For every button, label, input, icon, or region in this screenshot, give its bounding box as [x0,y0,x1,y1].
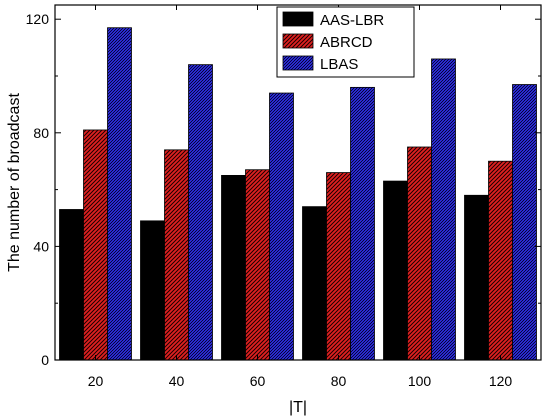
bar-abrcd-40 [164,149,189,361]
bar-aas-lbr-100 [383,180,408,361]
bar-aas-lbr-120 [464,194,489,361]
legend-label-aas-lbr: AAS-LBR [320,12,384,29]
y-tick-label: 80 [33,125,49,141]
y-tick-label: 120 [26,11,50,27]
bar-aas-lbr-20 [59,209,84,361]
plot-frame [54,4,542,361]
bar-lbas-40 [188,64,213,361]
legend-label-lbas: LBAS [320,56,358,73]
bar-abrcd-120 [488,160,513,361]
legend-swatch-abrcd [282,33,314,49]
x-tick-label: 40 [169,373,185,389]
y-tick-label: 40 [33,238,49,254]
bars-layer [59,27,537,361]
bar-abrcd-20 [83,129,108,361]
bar-aas-lbr-80 [302,206,327,361]
y-axis-title: The number of broadcast [6,93,23,272]
x-tick-label: 120 [489,373,513,389]
bar-lbas-20 [107,27,132,361]
legend: AAS-LBR ABRCD LBAS [276,6,415,78]
bar-lbas-80 [350,86,375,361]
bar-abrcd-80 [326,172,351,361]
bar-lbas-60 [269,92,294,361]
legend-swatch-aas-lbr [282,11,314,27]
bar-abrcd-100 [407,146,432,361]
bar-aas-lbr-40 [140,220,165,361]
x-tick-label: 20 [88,373,104,389]
bar-abrcd-60 [245,169,270,361]
bar-aas-lbr-60 [221,174,246,361]
legend-label-abrcd: ABRCD [320,34,373,51]
x-tick-label: 80 [331,373,347,389]
x-tick-label: 100 [408,373,432,389]
y-tick-label: 0 [41,352,49,368]
legend-swatch-lbas [282,55,314,71]
bar-lbas-100 [431,58,456,361]
bar-lbas-120 [512,84,537,361]
x-axis-title: |T| [289,399,307,416]
x-tick-label: 60 [250,373,266,389]
